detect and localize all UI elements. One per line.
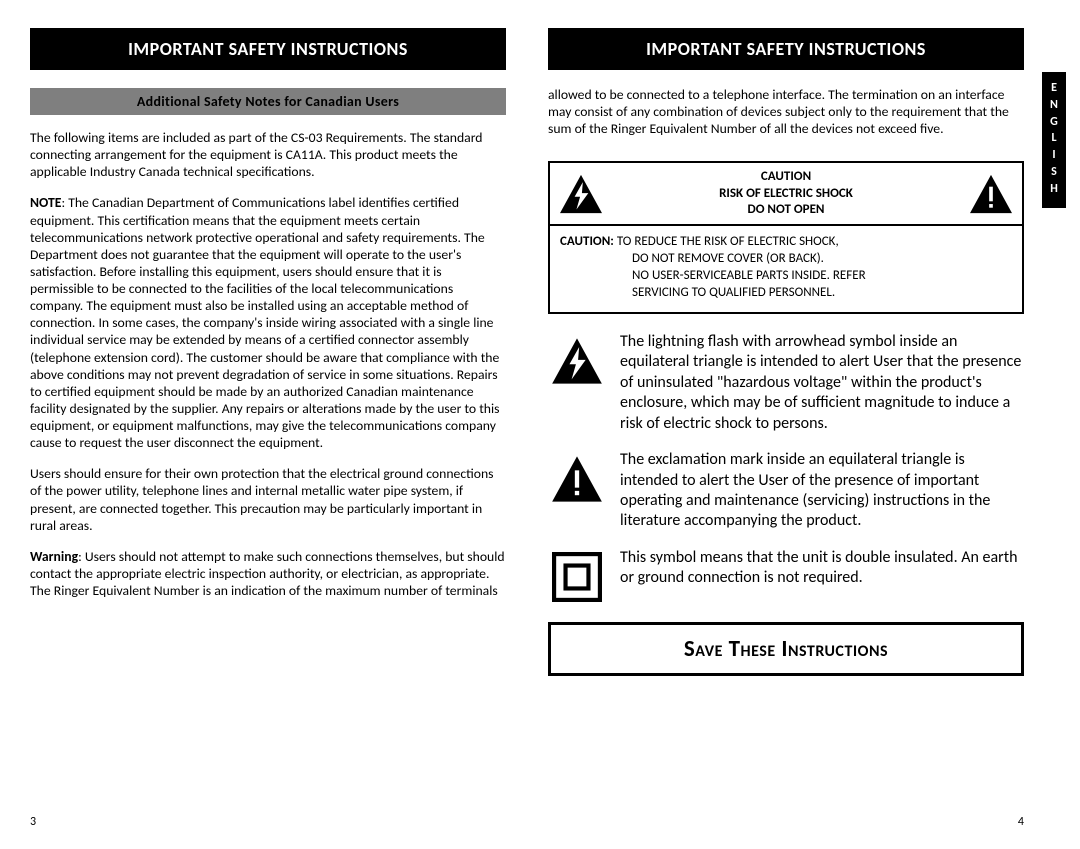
- caution-line1: CAUTION: [614, 169, 958, 185]
- exclaim-triangle-icon: [968, 173, 1014, 215]
- left-heading: Important Safety Instructions: [30, 28, 506, 70]
- exclaim-triangle-icon: [550, 454, 604, 504]
- page-number-left: 3: [30, 815, 506, 829]
- double-square-icon: [552, 552, 602, 602]
- left-p4: Warning: Users should not attempt to mak…: [30, 548, 506, 599]
- caution-line3: DO NOT OPEN: [614, 202, 958, 218]
- left-column: Important Safety Instructions Additional…: [30, 28, 506, 829]
- right-top-para: allowed to be connected to a telephone i…: [548, 86, 1024, 137]
- symbol-desc-exclaim: The exclamation mark inside an equilater…: [620, 450, 1024, 532]
- left-subheading: Additional Safety Notes for Canadian Use…: [30, 88, 506, 115]
- left-p1: The following items are included as part…: [30, 129, 506, 180]
- caution-line2: RISK OF ELECTRIC SHOCK: [614, 186, 958, 202]
- left-p2: NOTE: The Canadian Department of Communi…: [30, 194, 506, 451]
- left-p3: Users should ensure for their own protec…: [30, 465, 506, 534]
- caution-detail-box: CAUTION: TO REDUCE THE RISK OF ELECTRIC …: [548, 224, 1024, 314]
- right-column: Important Safety Instructions allowed to…: [548, 28, 1050, 829]
- symbol-row-double-insulated: This symbol means that the unit is doubl…: [548, 548, 1024, 602]
- caution-header-row: CAUTION RISK OF ELECTRIC SHOCK DO NOT OP…: [548, 161, 1024, 224]
- bolt-triangle-icon: [558, 173, 604, 215]
- page-number-right: 4: [548, 815, 1024, 829]
- right-heading: Important Safety Instructions: [548, 28, 1024, 70]
- save-instructions-box: Save These Instructions: [548, 622, 1024, 676]
- bolt-triangle-icon: [550, 336, 604, 386]
- symbol-desc-bolt: The lightning flash with arrowhead symbo…: [620, 332, 1024, 434]
- symbol-row-bolt: The lightning flash with arrowhead symbo…: [548, 332, 1024, 434]
- language-tab: E N G L I S H: [1042, 72, 1066, 208]
- symbol-row-exclaim: The exclamation mark inside an equilater…: [548, 450, 1024, 532]
- symbol-desc-double-insulated: This symbol means that the unit is doubl…: [620, 548, 1024, 589]
